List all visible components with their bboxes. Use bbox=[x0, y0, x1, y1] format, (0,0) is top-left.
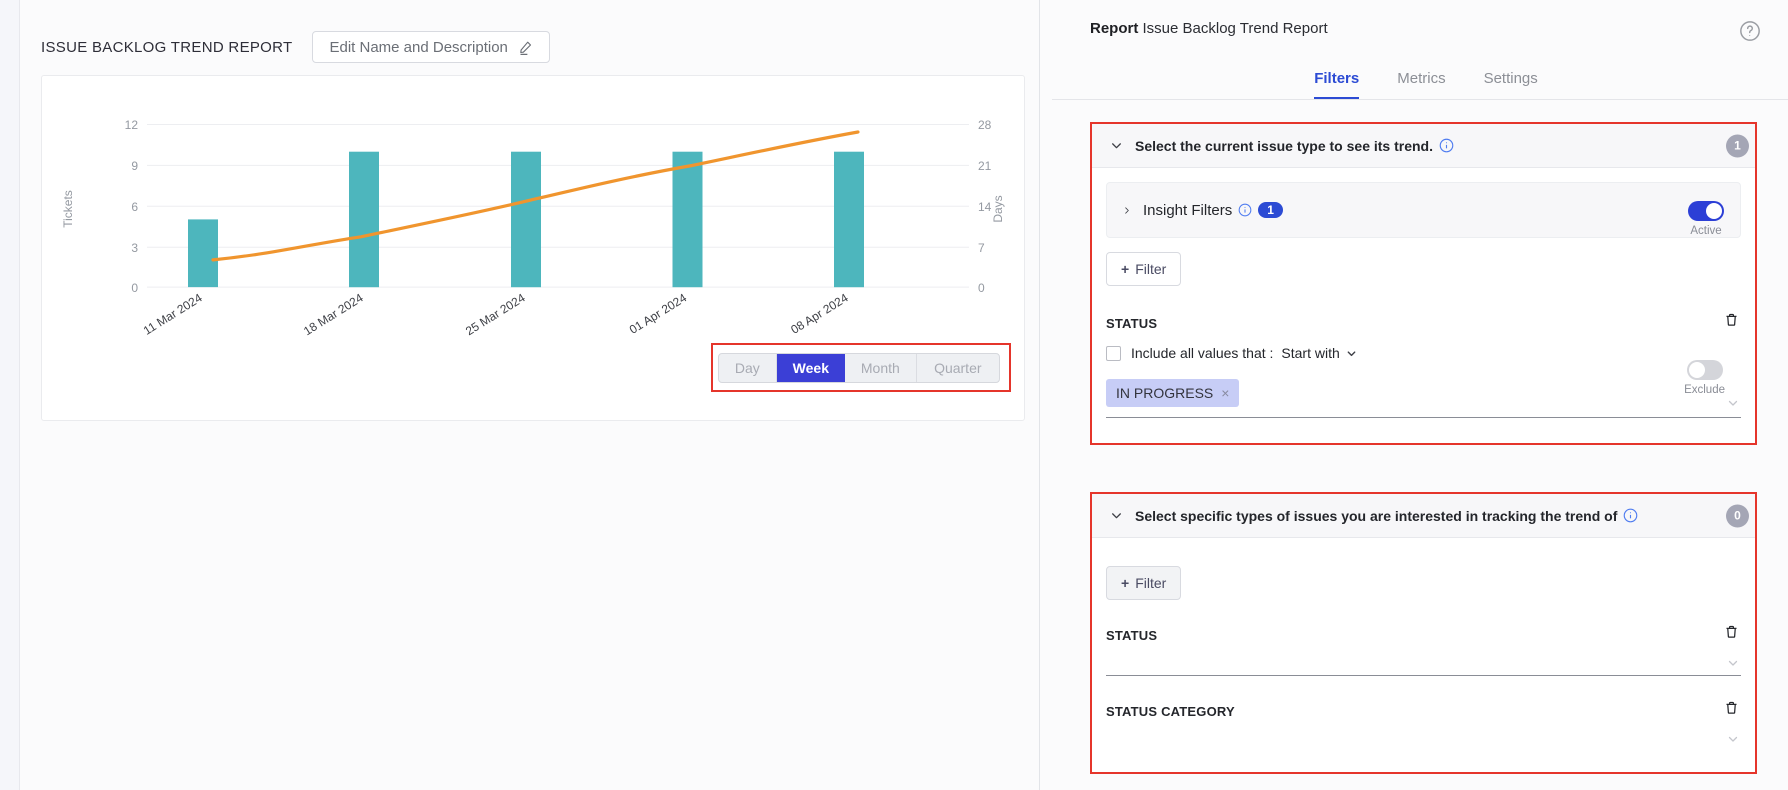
svg-text:25 Mar 2024: 25 Mar 2024 bbox=[463, 291, 528, 339]
svg-text:11 Mar 2024: 11 Mar 2024 bbox=[141, 291, 205, 338]
svg-text:0: 0 bbox=[131, 281, 138, 295]
svg-text:28: 28 bbox=[978, 118, 992, 132]
svg-text:3: 3 bbox=[131, 241, 138, 255]
svg-text:14: 14 bbox=[978, 200, 992, 214]
svg-text:Tickets: Tickets bbox=[61, 190, 75, 228]
svg-text:9: 9 bbox=[131, 159, 138, 173]
svg-text:0: 0 bbox=[978, 281, 985, 295]
svg-text:01 Apr 2024: 01 Apr 2024 bbox=[627, 291, 690, 337]
svg-text:21: 21 bbox=[978, 159, 992, 173]
svg-text:18 Mar 2024: 18 Mar 2024 bbox=[301, 291, 366, 339]
svg-text:08 Apr 2024: 08 Apr 2024 bbox=[788, 291, 851, 337]
svg-text:Days: Days bbox=[991, 195, 1005, 222]
svg-text:12: 12 bbox=[125, 118, 139, 132]
svg-text:6: 6 bbox=[131, 200, 138, 214]
svg-text:7: 7 bbox=[978, 241, 985, 255]
